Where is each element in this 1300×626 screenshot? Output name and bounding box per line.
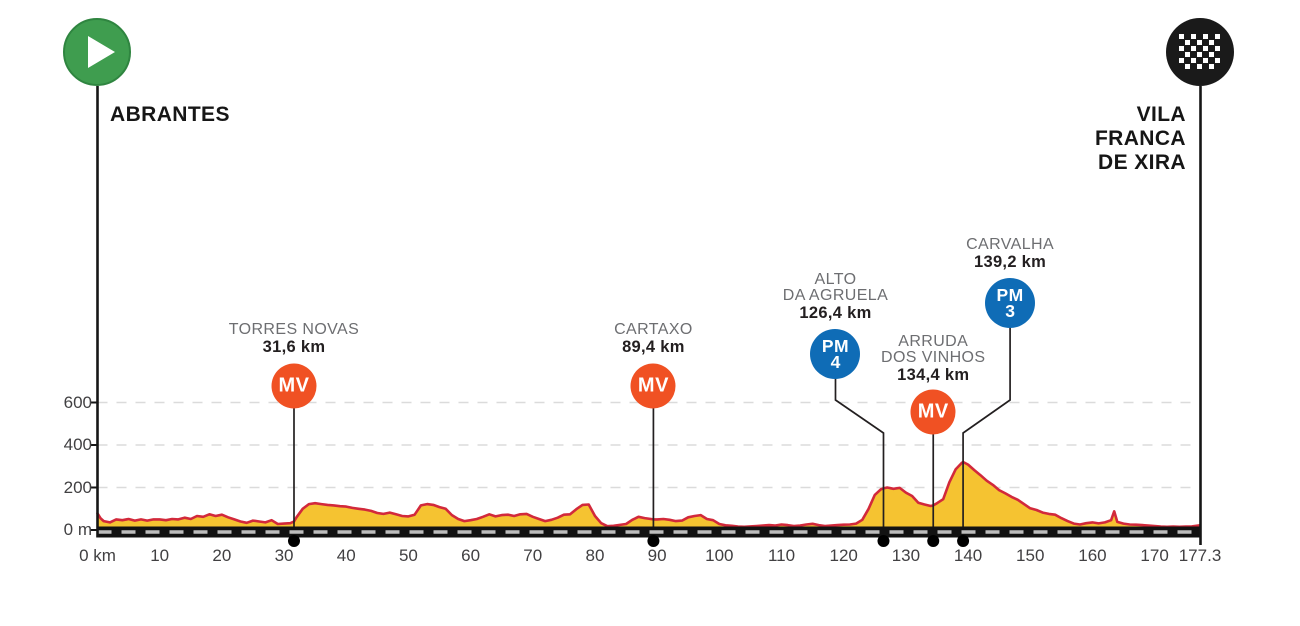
marker-km-dot: [647, 535, 660, 547]
marker-name: CARTAXO: [614, 321, 693, 338]
pm-badge-text: PM: [821, 335, 850, 356]
x-tick-label: 10: [150, 546, 170, 565]
marker-name: ARRUDA: [898, 333, 969, 350]
elevation-area: [97, 462, 1200, 530]
x-tick-label: 20: [212, 546, 232, 565]
pm-badge: PM 3: [985, 278, 1036, 328]
pm-badge-text: PM: [996, 284, 1024, 305]
road-bar: [96, 526, 1201, 538]
mv-badge: MV: [630, 363, 676, 409]
x-tick-label: 170: [1140, 546, 1169, 565]
marker-name: DA AGRUELA: [782, 287, 889, 304]
marker-name: DOS VINHOS: [881, 349, 986, 366]
marker-km-dot: [877, 535, 890, 547]
marker-label-carvalha: CARVALHA 139,2 km: [966, 236, 1055, 272]
pm-badge-rank: 3: [1005, 300, 1015, 321]
marker-name: TORRES NOVAS: [228, 321, 360, 338]
finish-label-line: VILA: [1136, 103, 1186, 126]
marker-distance: 89,4 km: [622, 338, 685, 356]
y-tick-label: 0 m: [63, 520, 92, 539]
x-tick-label: 110: [767, 546, 796, 565]
marker-km-dot: [927, 535, 940, 547]
mv-badge: MV: [910, 389, 956, 435]
finish-label-line: FRANCA: [1094, 127, 1186, 150]
marker-name: CARVALHA: [966, 236, 1055, 253]
marker-label-torres-novas: TORRES NOVAS 31,6 km: [228, 321, 360, 357]
x-tick-label: 0 km: [79, 546, 116, 565]
y-tick-label: 600: [63, 392, 92, 412]
y-tick-label: 400: [63, 435, 92, 454]
pm-badge-rank: 4: [830, 351, 841, 372]
finish-label: VILA FRANCA DE XIRA: [1095, 103, 1186, 175]
marker-km-dot: [957, 535, 970, 547]
checkered-flag-icon: [1179, 34, 1220, 69]
start-label: ABRANTES: [110, 103, 230, 126]
x-tick-label: 177.3: [1178, 546, 1222, 565]
mv-badge-text: MV: [917, 400, 949, 423]
mv-badge-text: MV: [278, 374, 310, 397]
y-tick-label: 200: [63, 477, 92, 497]
x-tick-label: 90: [647, 546, 667, 565]
x-tick-label: 160: [1078, 546, 1107, 565]
start-circle: [63, 18, 131, 86]
pm-badge: PM 4: [810, 329, 861, 379]
x-tick-label: 40: [336, 546, 356, 565]
play-icon: [88, 36, 115, 68]
marker-label-arruda-dos-vinhos: ARRUDA DOS VINHOS 134,4 km: [881, 333, 986, 385]
x-tick-label: 150: [1016, 546, 1045, 565]
marker-distance: 134,4 km: [897, 366, 970, 384]
x-tick-label: 140: [953, 546, 983, 565]
marker-distance: 31,6 km: [262, 338, 326, 356]
x-tick-label: 60: [461, 546, 481, 565]
marker-distance: 139,2 km: [974, 253, 1047, 271]
marker-label-cartaxo: CARTAXO 89,4 km: [614, 321, 693, 357]
marker-label-alto-da-agruela: ALTO DA AGRUELA 126,4 km: [782, 271, 889, 323]
x-tick-label: 120: [829, 546, 858, 565]
marker-name: ALTO: [814, 271, 857, 288]
x-tick-label: 30: [274, 546, 294, 565]
x-tick-label: 70: [523, 546, 543, 565]
finish-circle: [1166, 18, 1234, 86]
x-tick-label: 80: [585, 546, 605, 565]
mv-badge-text: MV: [637, 374, 669, 397]
finish-label-line: DE XIRA: [1098, 151, 1186, 174]
marker-distance: 126,4 km: [799, 304, 872, 322]
x-tick-label: 130: [891, 546, 921, 565]
x-tick-label: 50: [398, 546, 418, 565]
marker-km-dot: [287, 535, 300, 547]
marker-connector: [962, 303, 1011, 537]
x-tick-label: 100: [705, 546, 734, 565]
mv-badge: MV: [271, 363, 317, 409]
